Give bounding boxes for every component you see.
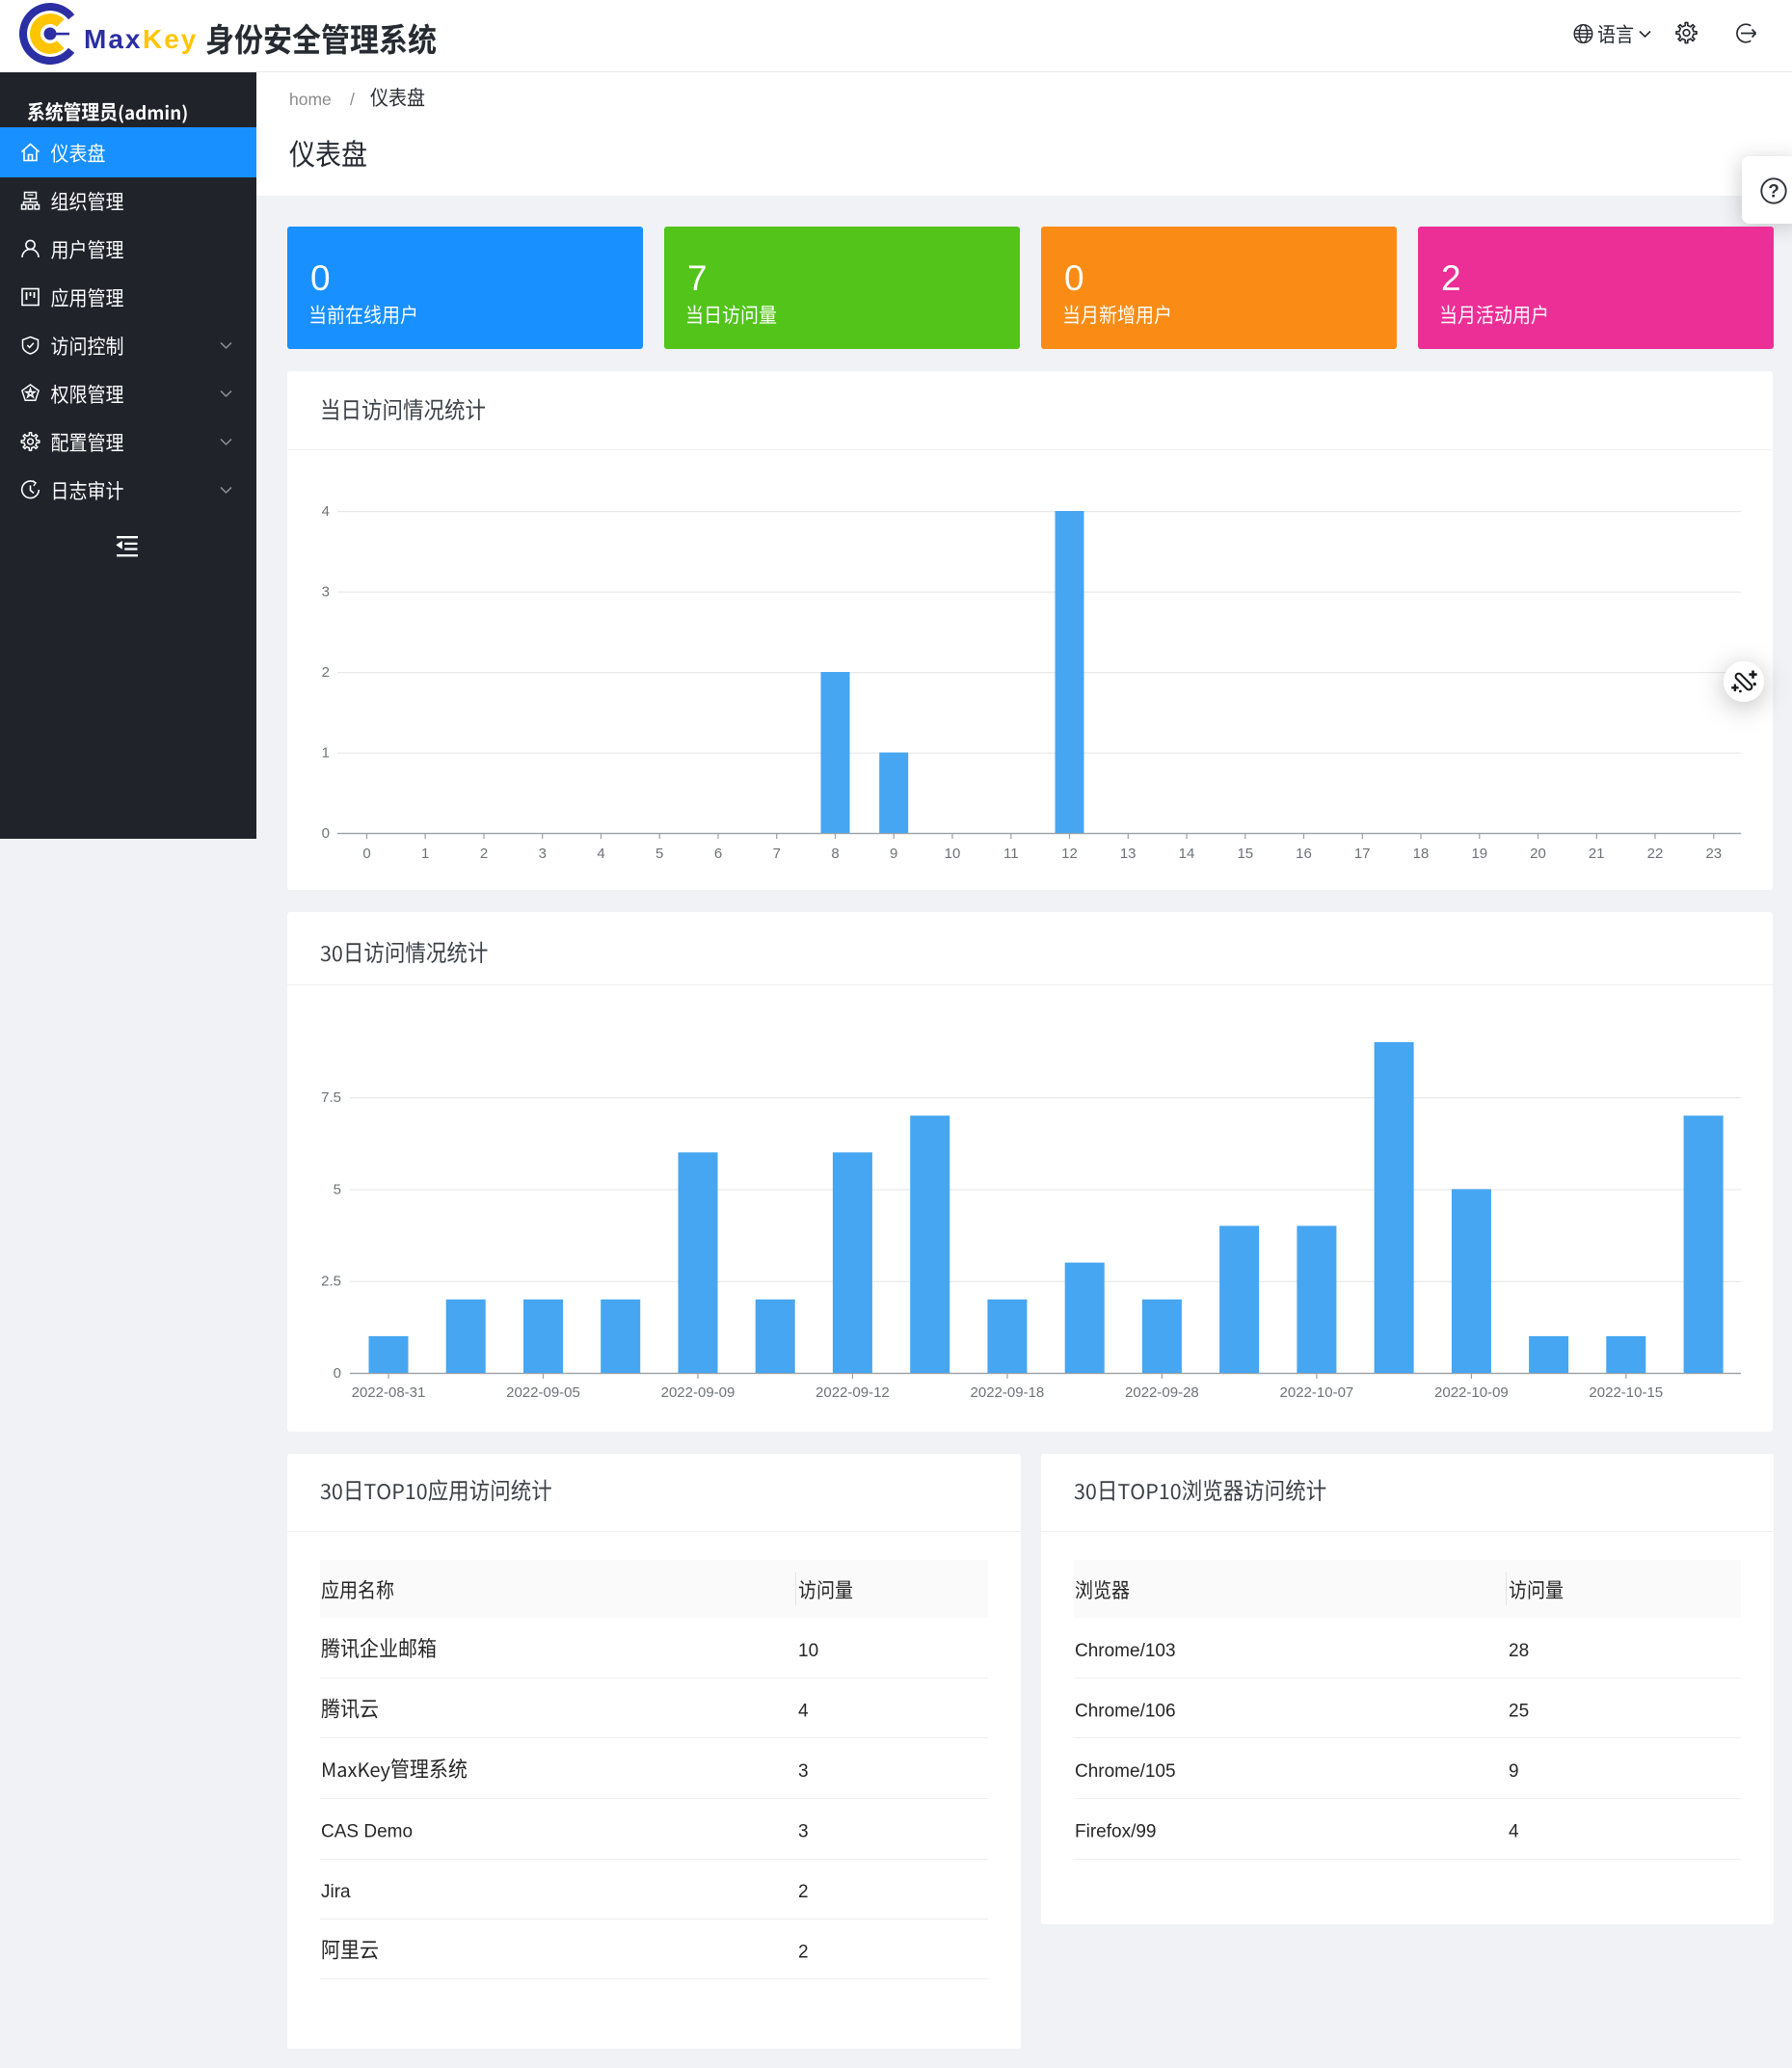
svg-text:15: 15 (1237, 846, 1253, 862)
svg-text:8: 8 (831, 846, 839, 862)
svg-text:Max: Max (84, 24, 142, 54)
svg-text:5: 5 (334, 1181, 341, 1197)
svg-text:CAS Demo: CAS Demo (321, 1822, 413, 1842)
svg-text:4: 4 (1509, 1822, 1519, 1842)
svg-text:?: ? (1768, 182, 1779, 202)
svg-text:20: 20 (1530, 846, 1546, 862)
svg-text:2.5: 2.5 (321, 1274, 341, 1290)
svg-text:3: 3 (798, 1761, 809, 1782)
svg-text:0: 0 (322, 825, 330, 842)
svg-text:9: 9 (890, 846, 897, 862)
svg-text:Chrome/103: Chrome/103 (1075, 1641, 1176, 1661)
svg-text:3: 3 (798, 1822, 809, 1842)
svg-text:19: 19 (1471, 846, 1487, 862)
svg-text:25: 25 (1509, 1702, 1529, 1722)
svg-text:4: 4 (798, 1702, 809, 1722)
svg-text:7: 7 (687, 258, 708, 298)
svg-text:28: 28 (1509, 1641, 1529, 1661)
svg-text:2022-09-09: 2022-09-09 (661, 1384, 736, 1401)
svg-text:/: / (350, 90, 355, 109)
svg-text:11: 11 (1003, 846, 1019, 862)
svg-text:7.5: 7.5 (321, 1089, 341, 1106)
svg-text:Chrome/106: Chrome/106 (1075, 1702, 1176, 1722)
svg-text:2022-09-12: 2022-09-12 (816, 1384, 890, 1401)
svg-text:23: 23 (1705, 846, 1722, 862)
svg-text:3: 3 (322, 584, 330, 601)
svg-text:2022-08-31: 2022-08-31 (352, 1384, 426, 1401)
svg-text:2022-09-05: 2022-09-05 (506, 1384, 580, 1401)
svg-text:12: 12 (1061, 846, 1078, 862)
svg-text:1: 1 (322, 745, 330, 762)
svg-text:2022-10-09: 2022-10-09 (1434, 1384, 1509, 1401)
svg-text:2022-09-18: 2022-09-18 (971, 1384, 1045, 1401)
svg-text:10: 10 (798, 1641, 818, 1661)
svg-text:2: 2 (322, 664, 330, 681)
svg-text:1: 1 (421, 846, 429, 862)
svg-text:Chrome/105: Chrome/105 (1075, 1761, 1176, 1782)
svg-text:2: 2 (798, 1943, 809, 1963)
svg-text:2: 2 (798, 1882, 809, 1902)
svg-text:2: 2 (1441, 258, 1461, 298)
svg-text:2: 2 (480, 846, 488, 862)
svg-text:0: 0 (334, 1365, 341, 1382)
svg-text:Firefox/99: Firefox/99 (1075, 1822, 1156, 1842)
svg-text:0: 0 (362, 846, 370, 862)
svg-text:3: 3 (539, 846, 547, 862)
svg-text:home: home (289, 90, 332, 109)
svg-text:10: 10 (945, 846, 961, 862)
svg-text:5: 5 (655, 846, 663, 862)
svg-text:Key: Key (143, 24, 198, 54)
svg-text:2022-09-28: 2022-09-28 (1125, 1384, 1199, 1401)
svg-text:21: 21 (1589, 846, 1605, 862)
svg-text:16: 16 (1296, 846, 1312, 862)
svg-text:14: 14 (1179, 846, 1195, 862)
svg-text:7: 7 (773, 846, 781, 862)
svg-text:13: 13 (1120, 846, 1137, 862)
svg-text:2022-10-15: 2022-10-15 (1589, 1384, 1663, 1401)
svg-text:9: 9 (1509, 1761, 1519, 1782)
svg-text:2022-10-07: 2022-10-07 (1280, 1384, 1354, 1401)
svg-text:4: 4 (597, 846, 604, 862)
svg-text:4: 4 (322, 503, 330, 520)
svg-text:17: 17 (1354, 846, 1371, 862)
svg-text:0: 0 (1064, 258, 1084, 298)
svg-text:18: 18 (1413, 846, 1430, 862)
svg-text:0: 0 (310, 258, 331, 298)
svg-text:22: 22 (1647, 846, 1664, 862)
svg-text:6: 6 (714, 846, 722, 862)
svg-text:Jira: Jira (321, 1882, 351, 1902)
